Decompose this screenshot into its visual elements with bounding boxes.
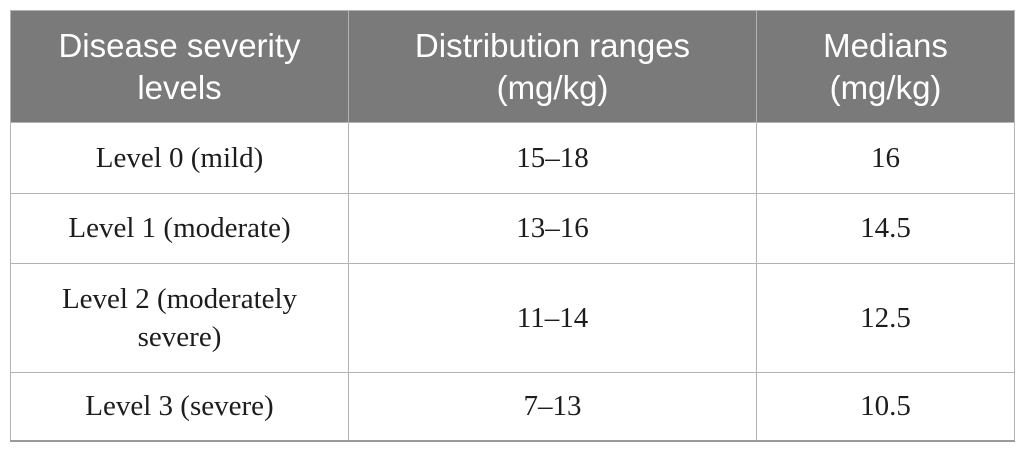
column-header-disease-severity-levels: Disease severity levels	[10, 10, 349, 123]
distribution-range-cell: 13–16	[348, 193, 757, 264]
table-row: Level 1 (moderate) 13–16 14.5	[10, 193, 1015, 264]
median-cell: 10.5	[756, 372, 1015, 442]
distribution-range-cell: 15–18	[348, 122, 757, 194]
distribution-range-cell: 11–14	[348, 263, 757, 373]
table-row: Level 3 (severe) 7–13 10.5	[10, 372, 1015, 442]
median-cell: 14.5	[756, 193, 1015, 264]
severity-level-cell: Level 1 (moderate)	[10, 193, 349, 264]
median-cell: 16	[756, 122, 1015, 194]
table-header-row: Disease severity levels Distribution ran…	[10, 10, 1015, 123]
severity-level-cell: Level 2 (moderately severe)	[10, 263, 349, 373]
severity-level-cell: Level 0 (mild)	[10, 122, 349, 194]
severity-level-cell: Level 3 (severe)	[10, 372, 349, 442]
table-row: Level 0 (mild) 15–18 16	[10, 122, 1015, 194]
distribution-range-cell: 7–13	[348, 372, 757, 442]
severity-table: Disease severity levels Distribution ran…	[10, 10, 1015, 442]
column-header-distribution-ranges: Distribution ranges (mg/kg)	[348, 10, 757, 123]
median-cell: 12.5	[756, 263, 1015, 373]
column-header-medians: Medians (mg/kg)	[756, 10, 1015, 123]
table-row: Level 2 (moderately severe) 11–14 12.5	[10, 263, 1015, 373]
